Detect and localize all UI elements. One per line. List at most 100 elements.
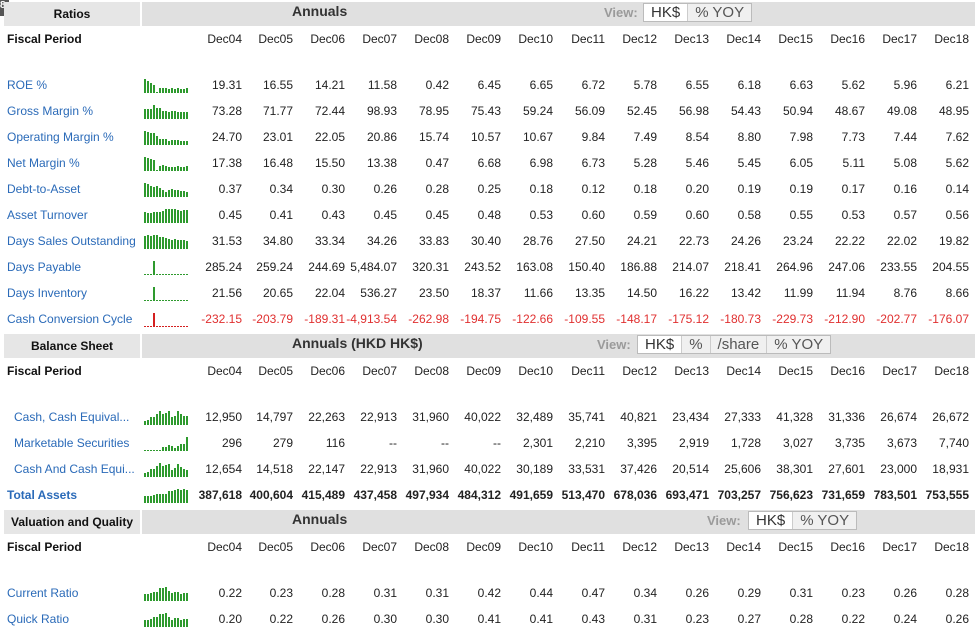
row-label-link[interactable]: Marketable Securities (14, 436, 130, 450)
value-cell: 34.26 (366, 234, 397, 248)
value-cell: 54.43 (730, 104, 761, 118)
section-label[interactable]: Ratios (4, 2, 140, 26)
value-cell: 5,484.07 (350, 260, 397, 274)
sparkline[interactable] (144, 157, 188, 171)
value-cell: 0.30 (425, 612, 449, 626)
sparkline-bar (174, 300, 176, 301)
sparkline[interactable] (144, 183, 188, 197)
year-header: Dec17 (882, 32, 917, 46)
row-label-link[interactable]: ROE % (7, 78, 48, 92)
value-cell: 0.31 (633, 612, 657, 626)
row-label-link[interactable]: Days Sales Outstanding (7, 234, 136, 248)
sparkline[interactable] (144, 105, 188, 119)
sparkline-bar (186, 490, 188, 503)
value-cell: 23,000 (880, 462, 917, 476)
sparkline-bar (174, 416, 176, 425)
sparkline-bar (183, 167, 185, 171)
value-cell: 41,328 (776, 410, 813, 424)
sparkline[interactable] (144, 261, 188, 275)
data-row: ROE % 19.31 16.55 14.21 11.58 0.42 6.45 6.65 6.7… (0, 72, 975, 98)
value-cell: 11.99 (783, 286, 813, 300)
row-label-link[interactable]: Days Payable (7, 260, 82, 274)
view-label: View: (707, 513, 741, 528)
sparkline-bar (153, 212, 155, 223)
sparkline[interactable] (144, 131, 188, 145)
value-cell: 78.95 (418, 104, 449, 118)
sparkline[interactable] (144, 489, 188, 503)
value-cell: 7.44 (893, 130, 917, 144)
sparkline-bar (186, 437, 188, 451)
view-option-hk[interactable]: HK$ (749, 512, 793, 529)
sparkline-bar (159, 188, 161, 197)
section-label[interactable]: Balance Sheet (4, 334, 140, 358)
year-header: Dec08 (414, 32, 449, 46)
sparkline-bar (150, 83, 152, 93)
sparkline-bar (150, 274, 152, 275)
value-cell: -- (493, 436, 501, 450)
value-cell: 6.63 (789, 78, 813, 92)
row-label-link[interactable]: Quick Ratio (7, 612, 70, 626)
sparkline-bar (156, 592, 158, 601)
value-cell: 3,735 (834, 436, 865, 450)
value-cell: 243.52 (464, 260, 501, 274)
row-label-link[interactable]: Days Inventory (7, 286, 88, 300)
sparkline-bar (144, 183, 146, 197)
value-cell: 32,489 (516, 410, 553, 424)
row-label-link[interactable]: Asset Turnover (7, 208, 88, 222)
value-cell: 513,470 (561, 488, 605, 502)
sparkline[interactable] (144, 313, 188, 327)
sparkline-bar (162, 326, 164, 327)
row-label-link[interactable]: Cash, Cash Equival... (14, 410, 130, 424)
sparkline[interactable] (144, 587, 188, 601)
year-header: Dec12 (622, 540, 657, 554)
view-option-hk[interactable]: HK$ (638, 336, 682, 353)
view-option-share[interactable]: /share (709, 336, 767, 353)
value-cell: -203.79 (252, 312, 293, 326)
row-label-link[interactable]: Debt-to-Asset (7, 182, 81, 196)
sparkline-bar (147, 109, 149, 119)
view-option-[interactable]: % (681, 336, 709, 353)
value-cell: 320.31 (412, 260, 449, 274)
row-label-link[interactable]: Current Ratio (7, 586, 79, 600)
value-cell: 13.35 (574, 286, 605, 300)
section-label[interactable]: Valuation and Quality (4, 510, 140, 534)
sparkline-bar (180, 211, 182, 223)
row-label-link[interactable]: Cash Conversion Cycle (7, 312, 133, 326)
sparkline[interactable] (144, 613, 188, 627)
value-cell: 6.73 (581, 156, 605, 170)
value-cell: 1,728 (730, 436, 761, 450)
value-cell: 0.28 (789, 612, 813, 626)
data-row: Days Inventory 21.56 20.65 22.04 536.27 23.50… (0, 280, 975, 306)
row-label-link[interactable]: Net Margin % (7, 156, 80, 170)
value-cell: 0.26 (893, 586, 917, 600)
row-label-link[interactable]: Gross Margin % (7, 104, 94, 118)
row-label-link[interactable]: Operating Margin % (7, 130, 114, 144)
value-cell: 15.74 (418, 130, 449, 144)
sparkline[interactable] (144, 411, 188, 425)
year-header: Dec11 (571, 364, 605, 378)
value-cell: 2,301 (522, 436, 553, 450)
row-label-link[interactable]: Total Assets (7, 488, 78, 502)
view-option-yoy[interactable]: % YOY (792, 512, 856, 529)
year-header: Dec05 (258, 32, 293, 46)
sparkline-bar (183, 444, 185, 451)
value-cell: 497,934 (405, 488, 449, 502)
sparkline-bar (144, 496, 146, 503)
sparkline-bar (153, 495, 155, 503)
sparkline[interactable] (144, 79, 188, 93)
sparkline[interactable] (144, 287, 188, 301)
sparkline[interactable] (144, 463, 188, 477)
sparkline-bar (165, 111, 167, 119)
view-option-yoy[interactable]: % YOY (766, 336, 830, 353)
sparkline[interactable] (144, 209, 188, 223)
sparkline-bar (144, 300, 146, 301)
sparkline[interactable] (144, 437, 188, 451)
sparkline[interactable] (144, 235, 188, 249)
value-cell: -175.12 (668, 312, 709, 326)
view-option-yoy[interactable]: % YOY (687, 4, 751, 21)
sparkline-bar (144, 274, 146, 275)
view-option-hk[interactable]: HK$ (644, 4, 688, 21)
value-cell: 693,471 (665, 488, 709, 502)
row-label-link[interactable]: Cash And Cash Equi... (14, 462, 135, 476)
section-title: Annuals (292, 3, 348, 19)
